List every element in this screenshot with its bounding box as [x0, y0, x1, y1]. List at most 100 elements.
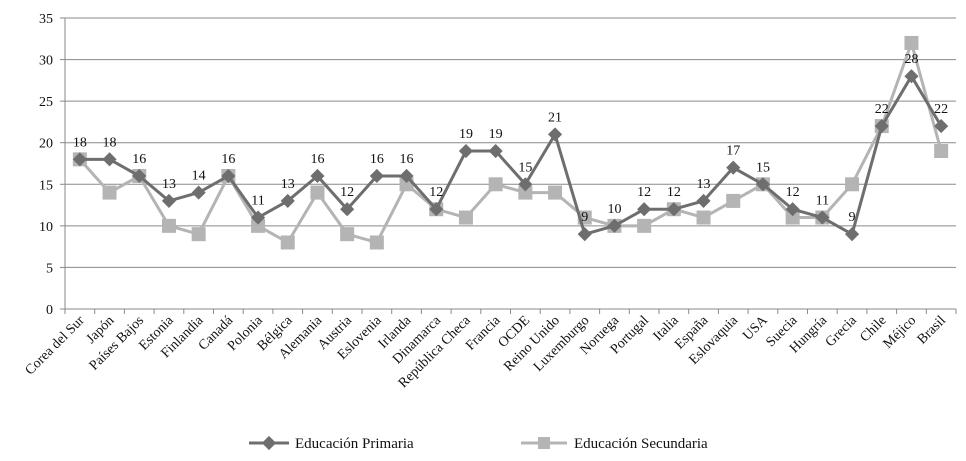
legend-swatch-secundaria-marker: [538, 437, 550, 449]
data-label-primaria: 18: [103, 135, 117, 150]
data-label-primaria: 11: [816, 194, 829, 209]
point-primaria: [904, 69, 919, 84]
data-label-primaria: 22: [934, 102, 948, 117]
point-primaria: [666, 202, 681, 217]
y-tick-label-10: 10: [39, 220, 53, 235]
y-tick-label-25: 25: [39, 95, 53, 110]
point-secundaria: [726, 193, 741, 208]
point-secundaria: [934, 144, 949, 159]
data-label-primaria: 12: [340, 185, 354, 200]
data-label-primaria: 12: [786, 185, 800, 200]
data-label-primaria: 18: [73, 135, 87, 150]
point-primaria: [726, 160, 741, 175]
legend-swatch-primaria-marker: [261, 435, 277, 451]
point-secundaria: [251, 218, 266, 233]
data-labels: 18 18 16 13 14 16 11 13 16 12 16 16 12 19 19 15 21 9 10 12 1…: [73, 52, 948, 225]
x-tick-label: Grecia: [823, 313, 861, 351]
point-primaria: [161, 193, 177, 208]
data-label-primaria: 13: [697, 177, 711, 192]
point-primaria: [429, 202, 444, 217]
x-tick-label: Méjico: [881, 313, 920, 352]
data-label-primaria: 15: [756, 160, 770, 175]
point-primaria: [191, 185, 206, 200]
point-primaria: [696, 193, 711, 208]
point-secundaria: [548, 185, 563, 200]
point-secundaria: [310, 185, 325, 200]
point-primaria: [874, 119, 889, 134]
data-label-primaria: 14: [192, 169, 206, 184]
data-label-primaria: 22: [875, 102, 889, 117]
data-label-primaria: 12: [667, 185, 681, 200]
data-label-primaria: 16: [221, 152, 235, 167]
data-label-primaria: 10: [607, 202, 621, 217]
axes: [60, 17, 957, 314]
series-line-primaria: [79, 74, 943, 236]
data-label-primaria: 21: [548, 110, 562, 125]
point-primaria: [488, 143, 503, 159]
data-label-primaria: 16: [310, 152, 324, 167]
data-label-primaria: 9: [581, 210, 588, 225]
data-label-primaria: 9: [849, 210, 856, 225]
series-group: [72, 35, 949, 250]
point-secundaria: [518, 185, 533, 200]
point-secundaria: [904, 35, 919, 50]
point-primaria: [637, 202, 652, 217]
point-primaria: [577, 227, 592, 242]
point-primaria: [280, 193, 295, 208]
legend: Educación Primaria Educación Secundaria: [249, 435, 708, 452]
point-secundaria: [369, 235, 384, 250]
point-secundaria: [102, 185, 117, 200]
y-axis-tick-labels: 0 5 10 15 20 25 30 35: [39, 12, 53, 318]
data-label-primaria: 16: [132, 152, 146, 167]
point-primaria: [369, 168, 384, 184]
point-primaria: [340, 202, 355, 217]
point-primaria: [934, 119, 949, 134]
point-secundaria: [280, 235, 295, 250]
point-primaria: [844, 227, 860, 242]
x-tick-label: Corea del Sur: [23, 313, 88, 378]
data-label-primaria: 13: [281, 177, 295, 192]
point-secundaria: [340, 227, 355, 242]
point-secundaria: [637, 218, 652, 233]
data-label-primaria: 12: [429, 185, 443, 200]
point-primaria: [399, 168, 414, 184]
point-primaria: [518, 177, 533, 192]
point-primaria: [815, 210, 830, 225]
point-secundaria: [458, 210, 473, 225]
point-secundaria: [845, 177, 860, 192]
point-primaria: [755, 177, 771, 192]
point-secundaria: [161, 218, 176, 233]
y-tick-label-20: 20: [39, 137, 53, 152]
point-secundaria: [696, 210, 711, 225]
y-tick-label-35: 35: [39, 12, 53, 27]
data-label-primaria: 19: [489, 127, 503, 142]
point-secundaria: [488, 177, 503, 192]
y-tick-label-15: 15: [39, 178, 53, 193]
data-label-primaria: 19: [459, 127, 473, 142]
point-primaria: [458, 143, 474, 159]
legend-label-primaria: Educación Primaria: [295, 436, 414, 452]
y-tick-label-0: 0: [46, 303, 53, 318]
point-primaria: [102, 152, 117, 167]
legend-label-secundaria: Educación Secundaria: [574, 436, 708, 452]
data-label-primaria: 11: [251, 194, 264, 209]
data-label-primaria: 16: [400, 152, 414, 167]
data-label-primaria: 13: [162, 177, 176, 192]
data-label-primaria: 17: [726, 144, 740, 159]
point-primaria: [547, 127, 563, 142]
data-label-primaria: 16: [370, 152, 384, 167]
point-primaria: [310, 168, 325, 184]
point-secundaria: [785, 210, 800, 225]
data-label-primaria: 28: [904, 52, 918, 67]
x-tick-label: Brasil: [915, 313, 949, 347]
data-label-primaria: 12: [637, 185, 651, 200]
point-primaria: [607, 218, 622, 233]
x-tick-label: Francia: [463, 313, 504, 354]
point-primaria: [221, 168, 236, 184]
y-tick-label-30: 30: [39, 54, 53, 69]
data-label-primaria: 15: [518, 160, 532, 175]
y-tick-label-5: 5: [46, 261, 53, 276]
point-primaria: [785, 202, 800, 217]
